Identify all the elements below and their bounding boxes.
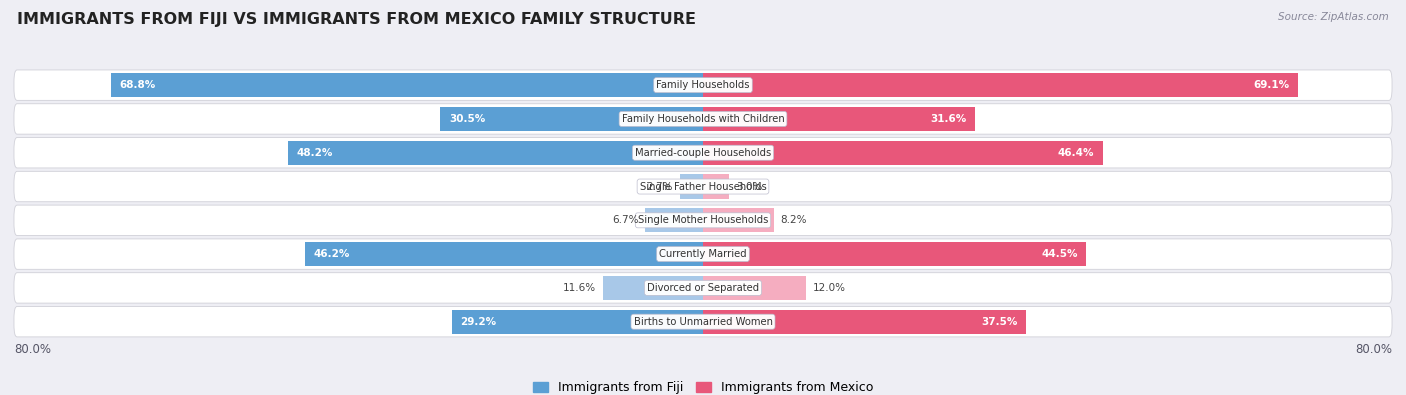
Text: 80.0%: 80.0% (14, 342, 51, 356)
Bar (645, 208, 703, 233)
Text: 37.5%: 37.5% (981, 317, 1018, 327)
Text: 6.7%: 6.7% (612, 215, 638, 225)
Bar (288, 141, 703, 165)
Legend: Immigrants from Fiji, Immigrants from Mexico: Immigrants from Fiji, Immigrants from Me… (527, 376, 879, 395)
Text: 69.1%: 69.1% (1253, 80, 1289, 90)
Text: Family Households with Children: Family Households with Children (621, 114, 785, 124)
Text: IMMIGRANTS FROM FIJI VS IMMIGRANTS FROM MEXICO FAMILY STRUCTURE: IMMIGRANTS FROM FIJI VS IMMIGRANTS FROM … (17, 12, 696, 27)
Bar (703, 107, 976, 131)
Text: 68.8%: 68.8% (120, 80, 156, 90)
Bar (703, 276, 807, 300)
FancyBboxPatch shape (14, 104, 1392, 134)
Bar (440, 107, 703, 131)
Bar (703, 242, 1087, 266)
Text: 2.7%: 2.7% (647, 182, 673, 192)
Text: Family Households: Family Households (657, 80, 749, 90)
Text: 31.6%: 31.6% (931, 114, 966, 124)
Bar (603, 276, 703, 300)
Text: 46.2%: 46.2% (314, 249, 350, 259)
Text: 30.5%: 30.5% (449, 114, 485, 124)
Text: Source: ZipAtlas.com: Source: ZipAtlas.com (1278, 12, 1389, 22)
Text: Currently Married: Currently Married (659, 249, 747, 259)
FancyBboxPatch shape (14, 137, 1392, 168)
Text: Births to Unmarried Women: Births to Unmarried Women (634, 317, 772, 327)
Text: 12.0%: 12.0% (813, 283, 846, 293)
Text: 44.5%: 44.5% (1040, 249, 1077, 259)
Bar (679, 174, 703, 199)
FancyBboxPatch shape (14, 239, 1392, 269)
Bar (703, 141, 1102, 165)
Text: 11.6%: 11.6% (562, 283, 596, 293)
Text: 8.2%: 8.2% (780, 215, 807, 225)
Bar (305, 242, 703, 266)
Text: Married-couple Households: Married-couple Households (636, 148, 770, 158)
FancyBboxPatch shape (14, 205, 1392, 235)
Text: Single Mother Households: Single Mother Households (638, 215, 768, 225)
FancyBboxPatch shape (14, 70, 1392, 100)
Text: 29.2%: 29.2% (460, 317, 496, 327)
FancyBboxPatch shape (14, 171, 1392, 202)
Text: 48.2%: 48.2% (297, 148, 333, 158)
FancyBboxPatch shape (14, 273, 1392, 303)
Bar (111, 73, 703, 97)
Bar (703, 174, 728, 199)
Bar (451, 310, 703, 334)
Text: Divorced or Separated: Divorced or Separated (647, 283, 759, 293)
Bar (703, 73, 1298, 97)
Text: 3.0%: 3.0% (735, 182, 762, 192)
Bar (703, 310, 1026, 334)
Text: 80.0%: 80.0% (1355, 342, 1392, 356)
Text: Single Father Households: Single Father Households (640, 182, 766, 192)
FancyBboxPatch shape (14, 307, 1392, 337)
Text: 46.4%: 46.4% (1057, 148, 1094, 158)
Bar (703, 208, 773, 233)
